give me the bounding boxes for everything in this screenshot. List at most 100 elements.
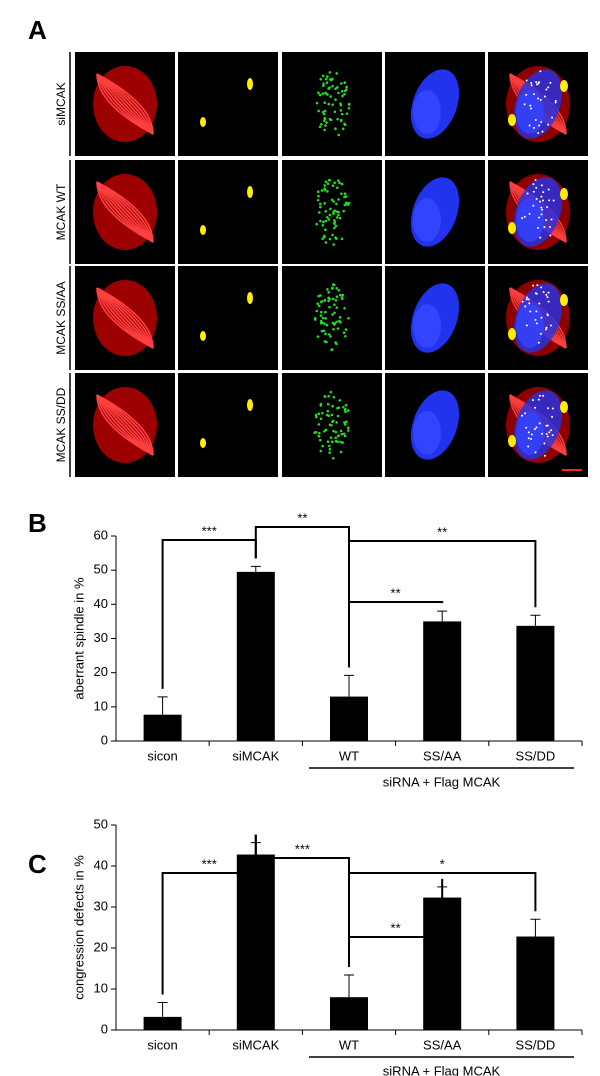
dot <box>320 189 324 192</box>
bar <box>330 696 368 741</box>
dot <box>332 210 335 214</box>
dot <box>328 237 332 241</box>
dot <box>318 93 322 97</box>
y-tick-label: 40 <box>94 857 108 872</box>
dot <box>337 133 341 137</box>
dot <box>326 182 330 186</box>
dot <box>341 127 345 131</box>
dot <box>336 85 339 89</box>
y-tick-label: 20 <box>94 664 108 679</box>
dot <box>331 404 334 408</box>
chromosomes <box>413 90 441 134</box>
dot <box>534 178 537 181</box>
y-tick-label: 0 <box>101 732 108 747</box>
dot <box>324 77 328 81</box>
dot <box>330 423 333 427</box>
dot <box>328 297 331 301</box>
dot <box>539 236 542 239</box>
dot <box>541 208 544 211</box>
dot <box>325 323 329 327</box>
dot <box>326 402 330 406</box>
dot <box>343 306 346 310</box>
dot <box>316 198 320 202</box>
dot <box>524 305 527 308</box>
dot <box>324 124 327 127</box>
dot <box>545 293 548 296</box>
dot <box>528 124 531 127</box>
dot <box>545 432 548 435</box>
dot <box>549 81 552 84</box>
dot <box>337 210 340 214</box>
dot <box>324 428 328 432</box>
dot <box>326 75 329 78</box>
dot <box>329 118 333 122</box>
dot <box>331 283 335 286</box>
dot <box>321 411 324 415</box>
dot <box>539 332 542 335</box>
dot <box>328 305 331 309</box>
dot <box>332 328 335 331</box>
spindle-fiber <box>96 394 154 456</box>
y-tick-label: 50 <box>94 816 108 831</box>
chromosomes <box>413 198 441 242</box>
dot <box>331 184 335 188</box>
dot <box>331 103 334 106</box>
centrosome <box>247 399 253 411</box>
significance-label: ** <box>391 585 401 600</box>
dot <box>317 91 320 95</box>
dot <box>344 403 348 407</box>
bar <box>516 625 555 741</box>
centrosome <box>560 401 568 413</box>
dot <box>331 419 335 423</box>
panel-label: A <box>28 15 47 45</box>
dot <box>536 227 539 230</box>
dot <box>335 202 338 206</box>
dot <box>324 332 327 336</box>
dot <box>324 310 327 314</box>
dot <box>320 300 323 304</box>
dot <box>317 412 321 415</box>
chromosomes <box>413 304 441 348</box>
dot <box>537 341 540 344</box>
dot <box>543 454 546 457</box>
dot <box>529 104 532 107</box>
dot <box>331 313 334 316</box>
dot <box>534 118 537 121</box>
dot <box>532 284 535 287</box>
dot <box>535 310 538 313</box>
dot <box>543 442 546 445</box>
dot <box>524 412 527 415</box>
significance-bracket <box>348 872 537 968</box>
dot <box>315 101 319 105</box>
dot <box>326 190 329 193</box>
dot <box>338 293 342 297</box>
dot <box>541 130 544 133</box>
dot <box>525 324 528 327</box>
dot <box>551 415 554 418</box>
dot <box>327 291 330 294</box>
dot <box>331 456 335 460</box>
dot <box>323 109 327 113</box>
centrosome <box>200 438 206 448</box>
error-bar <box>437 610 448 622</box>
dot <box>340 192 343 195</box>
dot <box>546 206 549 209</box>
dot <box>326 93 329 96</box>
dot <box>327 218 331 221</box>
dot <box>328 333 331 336</box>
significance-label: * <box>440 856 445 871</box>
column-label: Hec1 <box>285 53 311 65</box>
dot <box>323 395 327 398</box>
dot <box>328 447 332 451</box>
dot <box>328 213 332 217</box>
dot <box>334 430 338 434</box>
dot <box>343 92 346 96</box>
dot <box>337 406 341 409</box>
dot <box>319 310 323 314</box>
dot <box>526 296 529 299</box>
dot <box>530 84 533 87</box>
dot <box>340 112 344 116</box>
dot <box>540 184 543 187</box>
dot <box>528 212 531 215</box>
